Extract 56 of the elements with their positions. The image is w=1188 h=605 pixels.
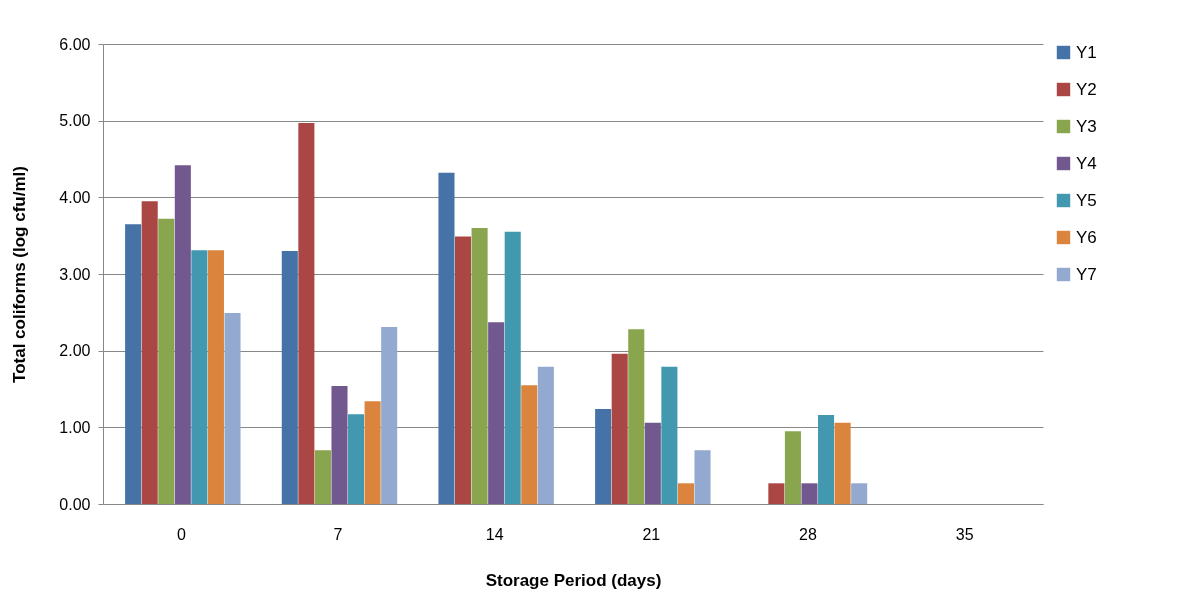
- bar: [191, 250, 208, 504]
- bar: [281, 251, 298, 504]
- legend-label: Y3: [1076, 116, 1097, 136]
- bar: [364, 401, 381, 504]
- bar: [694, 450, 711, 504]
- bar: [801, 483, 818, 504]
- legend-label: Y6: [1076, 227, 1097, 247]
- bar: [314, 450, 331, 504]
- legend-label: Y2: [1076, 79, 1097, 99]
- bar: [141, 201, 158, 504]
- bar: [537, 366, 554, 504]
- y-tick-label: 6.00: [59, 35, 91, 53]
- bar: [784, 431, 801, 504]
- bar: [834, 422, 851, 504]
- bar: [488, 322, 505, 504]
- y-tick-label: 2.00: [59, 342, 91, 360]
- y-tick-label: 0.00: [59, 495, 91, 513]
- x-tick-label: 14: [485, 525, 504, 543]
- bar: [851, 483, 868, 504]
- bar: [298, 122, 315, 504]
- bar: [207, 250, 224, 504]
- bar: [125, 224, 142, 504]
- bar: [381, 326, 398, 504]
- legend-label: Y1: [1076, 42, 1097, 62]
- bar: [348, 414, 365, 504]
- x-axis-title: Storage Period (days): [485, 570, 662, 590]
- bar: [595, 408, 612, 504]
- bar: [677, 483, 694, 504]
- x-tick-label: 28: [799, 525, 817, 543]
- bar: [224, 313, 241, 504]
- x-tick-label: 21: [642, 525, 661, 543]
- y-axis-title: Total coliforms (log cfu/ml): [10, 166, 30, 383]
- bar: [818, 415, 835, 504]
- x-tick-label: 35: [955, 525, 974, 543]
- legend-label: Y4: [1076, 153, 1097, 173]
- legend-label: Y7: [1076, 264, 1097, 284]
- bar: [611, 353, 628, 504]
- bar: [504, 231, 521, 504]
- bar: [644, 422, 661, 504]
- y-tick-label: 5.00: [59, 112, 91, 130]
- bar: [174, 165, 191, 504]
- bar: [471, 228, 488, 504]
- legend-label: Y5: [1076, 190, 1097, 210]
- bar: [521, 385, 538, 504]
- bar: [768, 483, 785, 504]
- bar: [331, 385, 348, 504]
- bar: [661, 366, 678, 504]
- bar: [438, 172, 455, 504]
- y-tick-label: 1.00: [59, 418, 91, 436]
- x-tick-label: 0: [176, 525, 186, 543]
- x-tick-label: 7: [333, 525, 343, 543]
- bar: [455, 236, 472, 504]
- bar: [158, 218, 175, 504]
- y-tick-label: 4.00: [59, 188, 91, 206]
- bar: [628, 329, 645, 504]
- y-tick-label: 3.00: [59, 265, 91, 283]
